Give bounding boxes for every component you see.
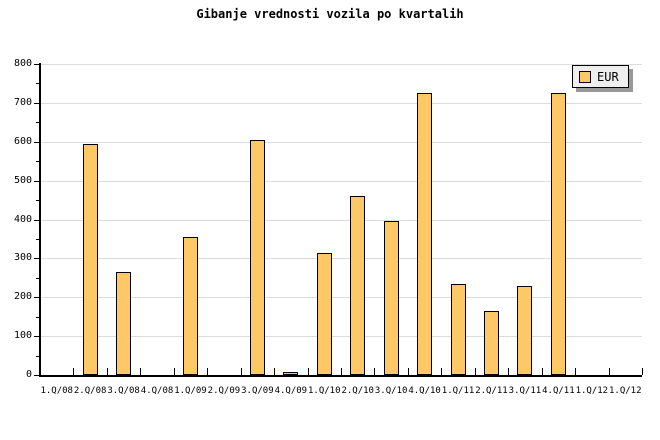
- x-axis-label-10: 3.Q/10: [374, 386, 408, 396]
- x-axis-tick: [575, 368, 577, 375]
- x-axis-label-17: 1.Q/12: [609, 386, 642, 396]
- x-axis-line: [39, 375, 642, 377]
- y-axis-tick-label: 700: [13, 96, 32, 108]
- y-axis-major-tick: [34, 64, 40, 65]
- bar-3.Q/09: [250, 140, 265, 375]
- y-axis-major-tick: [34, 180, 40, 182]
- bar-1.Q/10: [317, 253, 332, 375]
- y-axis-major-tick: [34, 219, 40, 221]
- x-axis-label-1: 2.Q/08: [73, 386, 107, 396]
- x-axis-label-2: 3.Q/08: [107, 386, 140, 396]
- x-axis-label-12: 1.Q/11: [441, 386, 475, 396]
- bar-2.Q/08: [83, 144, 98, 375]
- x-axis-label-4: 1.Q/09: [174, 386, 207, 396]
- x-axis-label-15: 4.Q/11: [542, 386, 575, 396]
- y-axis-major-tick: [34, 102, 40, 104]
- x-axis-label-7: 4.Q/09: [274, 386, 308, 396]
- gridline-y-500: [40, 180, 642, 182]
- x-axis-tick: [207, 368, 209, 375]
- y-axis-tick-label: 0: [25, 369, 32, 380]
- y-axis-tick-label: 500: [13, 174, 32, 186]
- y-axis-tick-label: 200: [13, 291, 32, 303]
- x-axis-tick: [140, 368, 142, 375]
- bar-4.Q/10: [417, 93, 432, 375]
- x-axis-label-3: 4.Q/08: [140, 386, 174, 396]
- y-axis-tick-label: 400: [13, 213, 32, 225]
- gridline-y-700: [40, 102, 642, 104]
- y-axis-minor-tick: [36, 161, 40, 163]
- x-axis-tick: [341, 368, 342, 375]
- chart-title: Gibanje vrednosti vozila po kvartalih: [196, 7, 464, 21]
- gridline-y-100: [40, 336, 642, 338]
- bar-3.Q/11: [517, 286, 532, 375]
- x-axis-label-14: 3.Q/11: [508, 386, 542, 396]
- bar-1.Q/09: [183, 237, 198, 375]
- y-axis-tick-label: 800: [13, 58, 32, 69]
- bar-4.Q/09: [283, 372, 298, 375]
- y-axis-line: [39, 63, 41, 377]
- y-axis-minor-tick: [36, 355, 40, 357]
- x-axis-tick: [240, 368, 242, 375]
- x-axis-tick: [173, 368, 175, 375]
- gridline-y-400: [40, 219, 642, 221]
- y-axis-tick-label: 100: [13, 330, 32, 342]
- x-axis-tick: [307, 368, 309, 375]
- x-axis-tick: [608, 368, 610, 375]
- x-axis-tick: [474, 368, 476, 375]
- legend-color-swatch: [579, 70, 591, 83]
- x-axis-label-11: 4.Q/10: [408, 386, 441, 396]
- bar-4.Q/11: [551, 93, 566, 375]
- legend-box: EUR: [572, 65, 629, 88]
- x-axis-tick: [541, 368, 543, 375]
- y-axis-major-tick: [34, 375, 40, 376]
- y-axis-minor-tick: [36, 316, 40, 318]
- x-axis-tick: [274, 368, 276, 375]
- y-axis-major-tick: [34, 141, 40, 143]
- bar-2.Q/10: [350, 196, 365, 375]
- y-axis-minor-tick: [36, 238, 40, 240]
- y-axis-major-tick: [34, 336, 40, 338]
- x-axis-tick: [73, 368, 75, 375]
- x-axis-label-9: 2.Q/10: [341, 386, 374, 396]
- x-axis-tick: [441, 368, 443, 375]
- legend-series-label: EUR: [597, 69, 619, 84]
- x-axis-label-16: 1.Q/12: [575, 386, 609, 396]
- x-axis-label-5: 2.Q/09: [207, 386, 241, 396]
- x-axis-tick: [407, 368, 409, 375]
- bar-3.Q/08: [116, 272, 131, 375]
- bar-2.Q/11: [484, 311, 499, 375]
- y-axis-minor-tick: [36, 277, 40, 279]
- y-axis-minor-tick: [36, 200, 40, 202]
- y-axis-tick-label: 600: [13, 135, 32, 147]
- y-axis-major-tick: [34, 297, 40, 299]
- x-axis-label-0: 1.Q/08: [40, 386, 73, 396]
- x-axis-tick: [106, 368, 108, 375]
- gridline-y-800: [40, 64, 642, 65]
- gridline-y-300: [40, 258, 642, 260]
- y-axis-tick-label: 300: [13, 252, 32, 264]
- bar-3.Q/10: [384, 221, 399, 375]
- x-axis-tick: [374, 368, 376, 375]
- x-axis-tick: [508, 368, 510, 375]
- y-axis-minor-tick: [36, 122, 40, 124]
- x-axis-tick: [642, 368, 643, 375]
- y-axis-minor-tick: [36, 83, 40, 85]
- y-axis-major-tick: [34, 258, 40, 260]
- x-axis-label-6: 3.Q/09: [241, 386, 274, 396]
- x-axis-label-13: 2.Q/11: [475, 386, 508, 396]
- x-axis-label-8: 1.Q/10: [308, 386, 341, 396]
- gridline-y-600: [40, 141, 642, 143]
- bar-1.Q/11: [451, 284, 466, 375]
- gridline-y-200: [40, 297, 642, 299]
